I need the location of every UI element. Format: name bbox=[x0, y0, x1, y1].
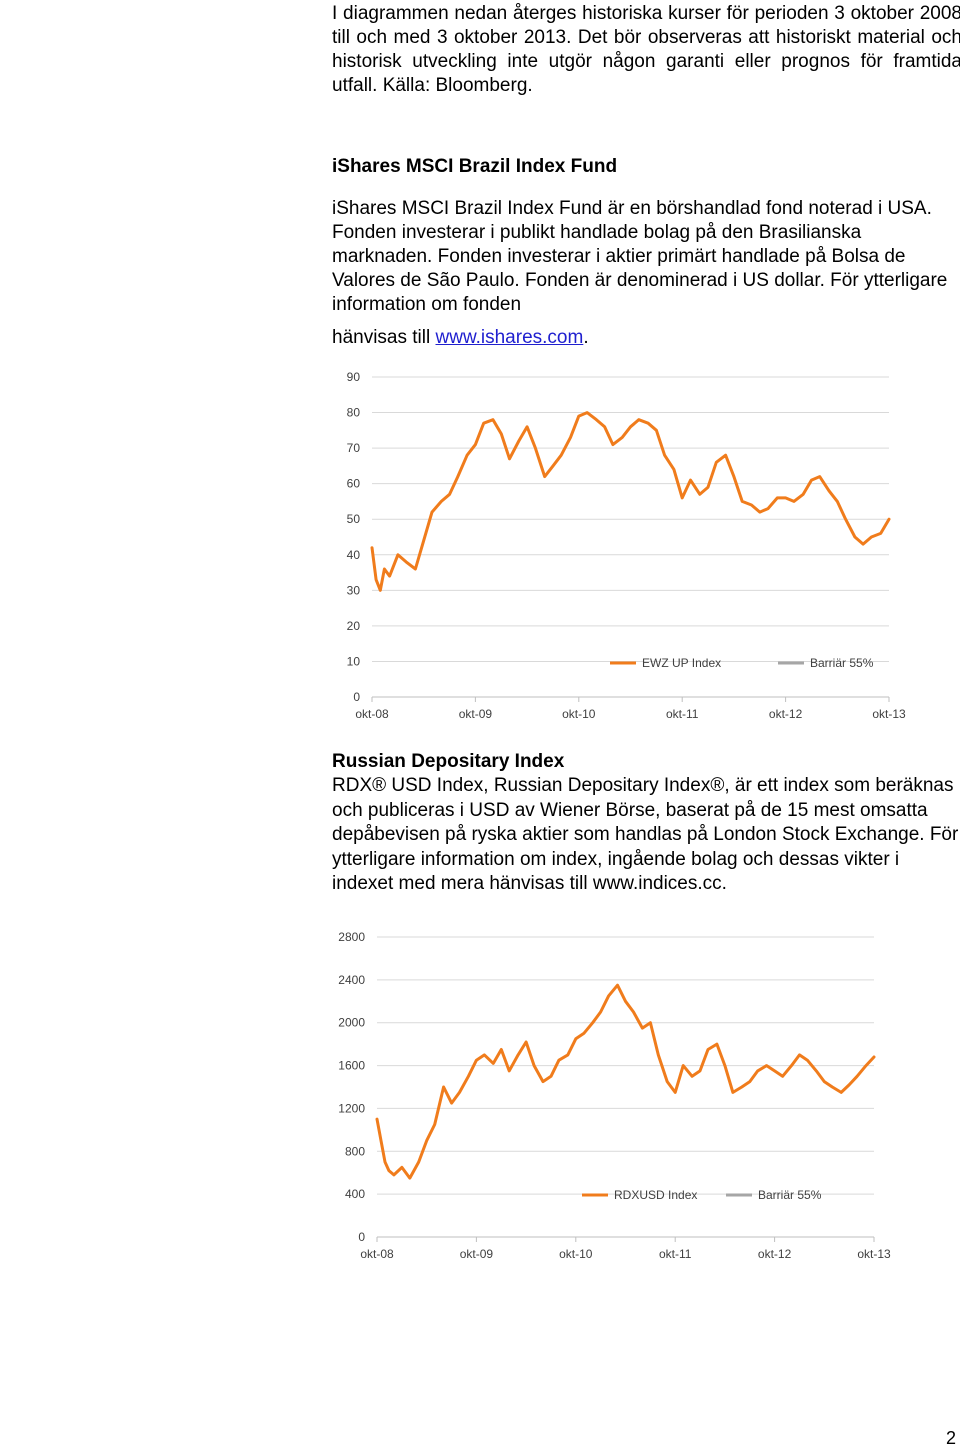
brazil-heading: iShares MSCI Brazil Index Fund bbox=[332, 156, 618, 177]
x-tick-label: okt-13 bbox=[872, 707, 906, 721]
russia-heading: Russian Depositary Index bbox=[332, 751, 565, 772]
brazil-link-prefix: hänvisas till bbox=[332, 327, 436, 348]
y-tick-label: 80 bbox=[347, 406, 361, 420]
y-tick-label: 2800 bbox=[338, 930, 365, 944]
y-tick-label: 800 bbox=[345, 1144, 365, 1158]
y-tick-label: 40 bbox=[347, 548, 361, 562]
brazil-chart: 0 10 20 30 40 50 60 70 80 90 okt-08 okt-09 okt-10 okt… bbox=[347, 370, 906, 721]
brazil-description: iShares MSCI Brazil Index Fund är en bör… bbox=[332, 198, 948, 315]
series-line bbox=[370, 411, 891, 592]
y-tick-label: 50 bbox=[347, 512, 361, 526]
y-tick-label: 20 bbox=[347, 619, 361, 633]
y-tick-label: 1600 bbox=[338, 1059, 365, 1073]
y-tick-label: 2000 bbox=[338, 1016, 365, 1030]
y-tick-label: 30 bbox=[347, 583, 361, 597]
x-tick-label: okt-11 bbox=[659, 1247, 692, 1261]
brazil-link-line: hänvisas till www.ishares.com. bbox=[332, 326, 960, 350]
y-tick-label: 0 bbox=[358, 1230, 365, 1244]
y-tick-label: 1200 bbox=[338, 1101, 365, 1115]
y-tick-label: 400 bbox=[345, 1187, 365, 1201]
x-tick-label: okt-12 bbox=[758, 1247, 792, 1261]
legend-label-series: EWZ UP Index bbox=[642, 656, 721, 670]
x-tick-label: okt-08 bbox=[360, 1247, 394, 1261]
x-tick-label: okt-08 bbox=[355, 707, 389, 721]
russia-chart: 0 400 800 1200 1600 2000 2400 2800 okt-08 okt-09 o… bbox=[338, 930, 891, 1261]
y-tick-label: 2400 bbox=[338, 973, 365, 987]
ishares-link[interactable]: www.ishares.com bbox=[435, 327, 584, 348]
x-tick-label: okt-12 bbox=[769, 707, 803, 721]
legend-label-series: RDXUSD Index bbox=[614, 1188, 697, 1202]
brazil-link-suffix: . bbox=[583, 327, 589, 348]
legend-label-barrier: Barriär 55% bbox=[758, 1188, 822, 1202]
y-tick-label: 60 bbox=[347, 477, 361, 491]
brazil-paragraph: iShares MSCI Brazil Index Fund är en bör… bbox=[332, 197, 960, 350]
intro-paragraph: I diagrammen nedan återges historiska ku… bbox=[332, 3, 960, 96]
series-line bbox=[375, 983, 876, 1180]
x-tick-label: okt-13 bbox=[857, 1247, 891, 1261]
page-number: 2 bbox=[946, 1428, 957, 1448]
x-tick-label: okt-09 bbox=[459, 707, 493, 721]
y-tick-label: 90 bbox=[347, 370, 361, 384]
x-tick-label: okt-11 bbox=[666, 707, 699, 721]
x-tick-label: okt-10 bbox=[562, 707, 596, 721]
x-tick-label: okt-09 bbox=[460, 1247, 494, 1261]
russia-paragraph: RDX® USD Index, Russian Depositary Index… bbox=[332, 775, 959, 894]
y-tick-label: 10 bbox=[347, 654, 361, 668]
y-tick-label: 0 bbox=[353, 690, 360, 704]
x-tick-label: okt-10 bbox=[559, 1247, 593, 1261]
legend-label-barrier: Barriär 55% bbox=[810, 656, 874, 670]
y-tick-label: 70 bbox=[347, 441, 361, 455]
